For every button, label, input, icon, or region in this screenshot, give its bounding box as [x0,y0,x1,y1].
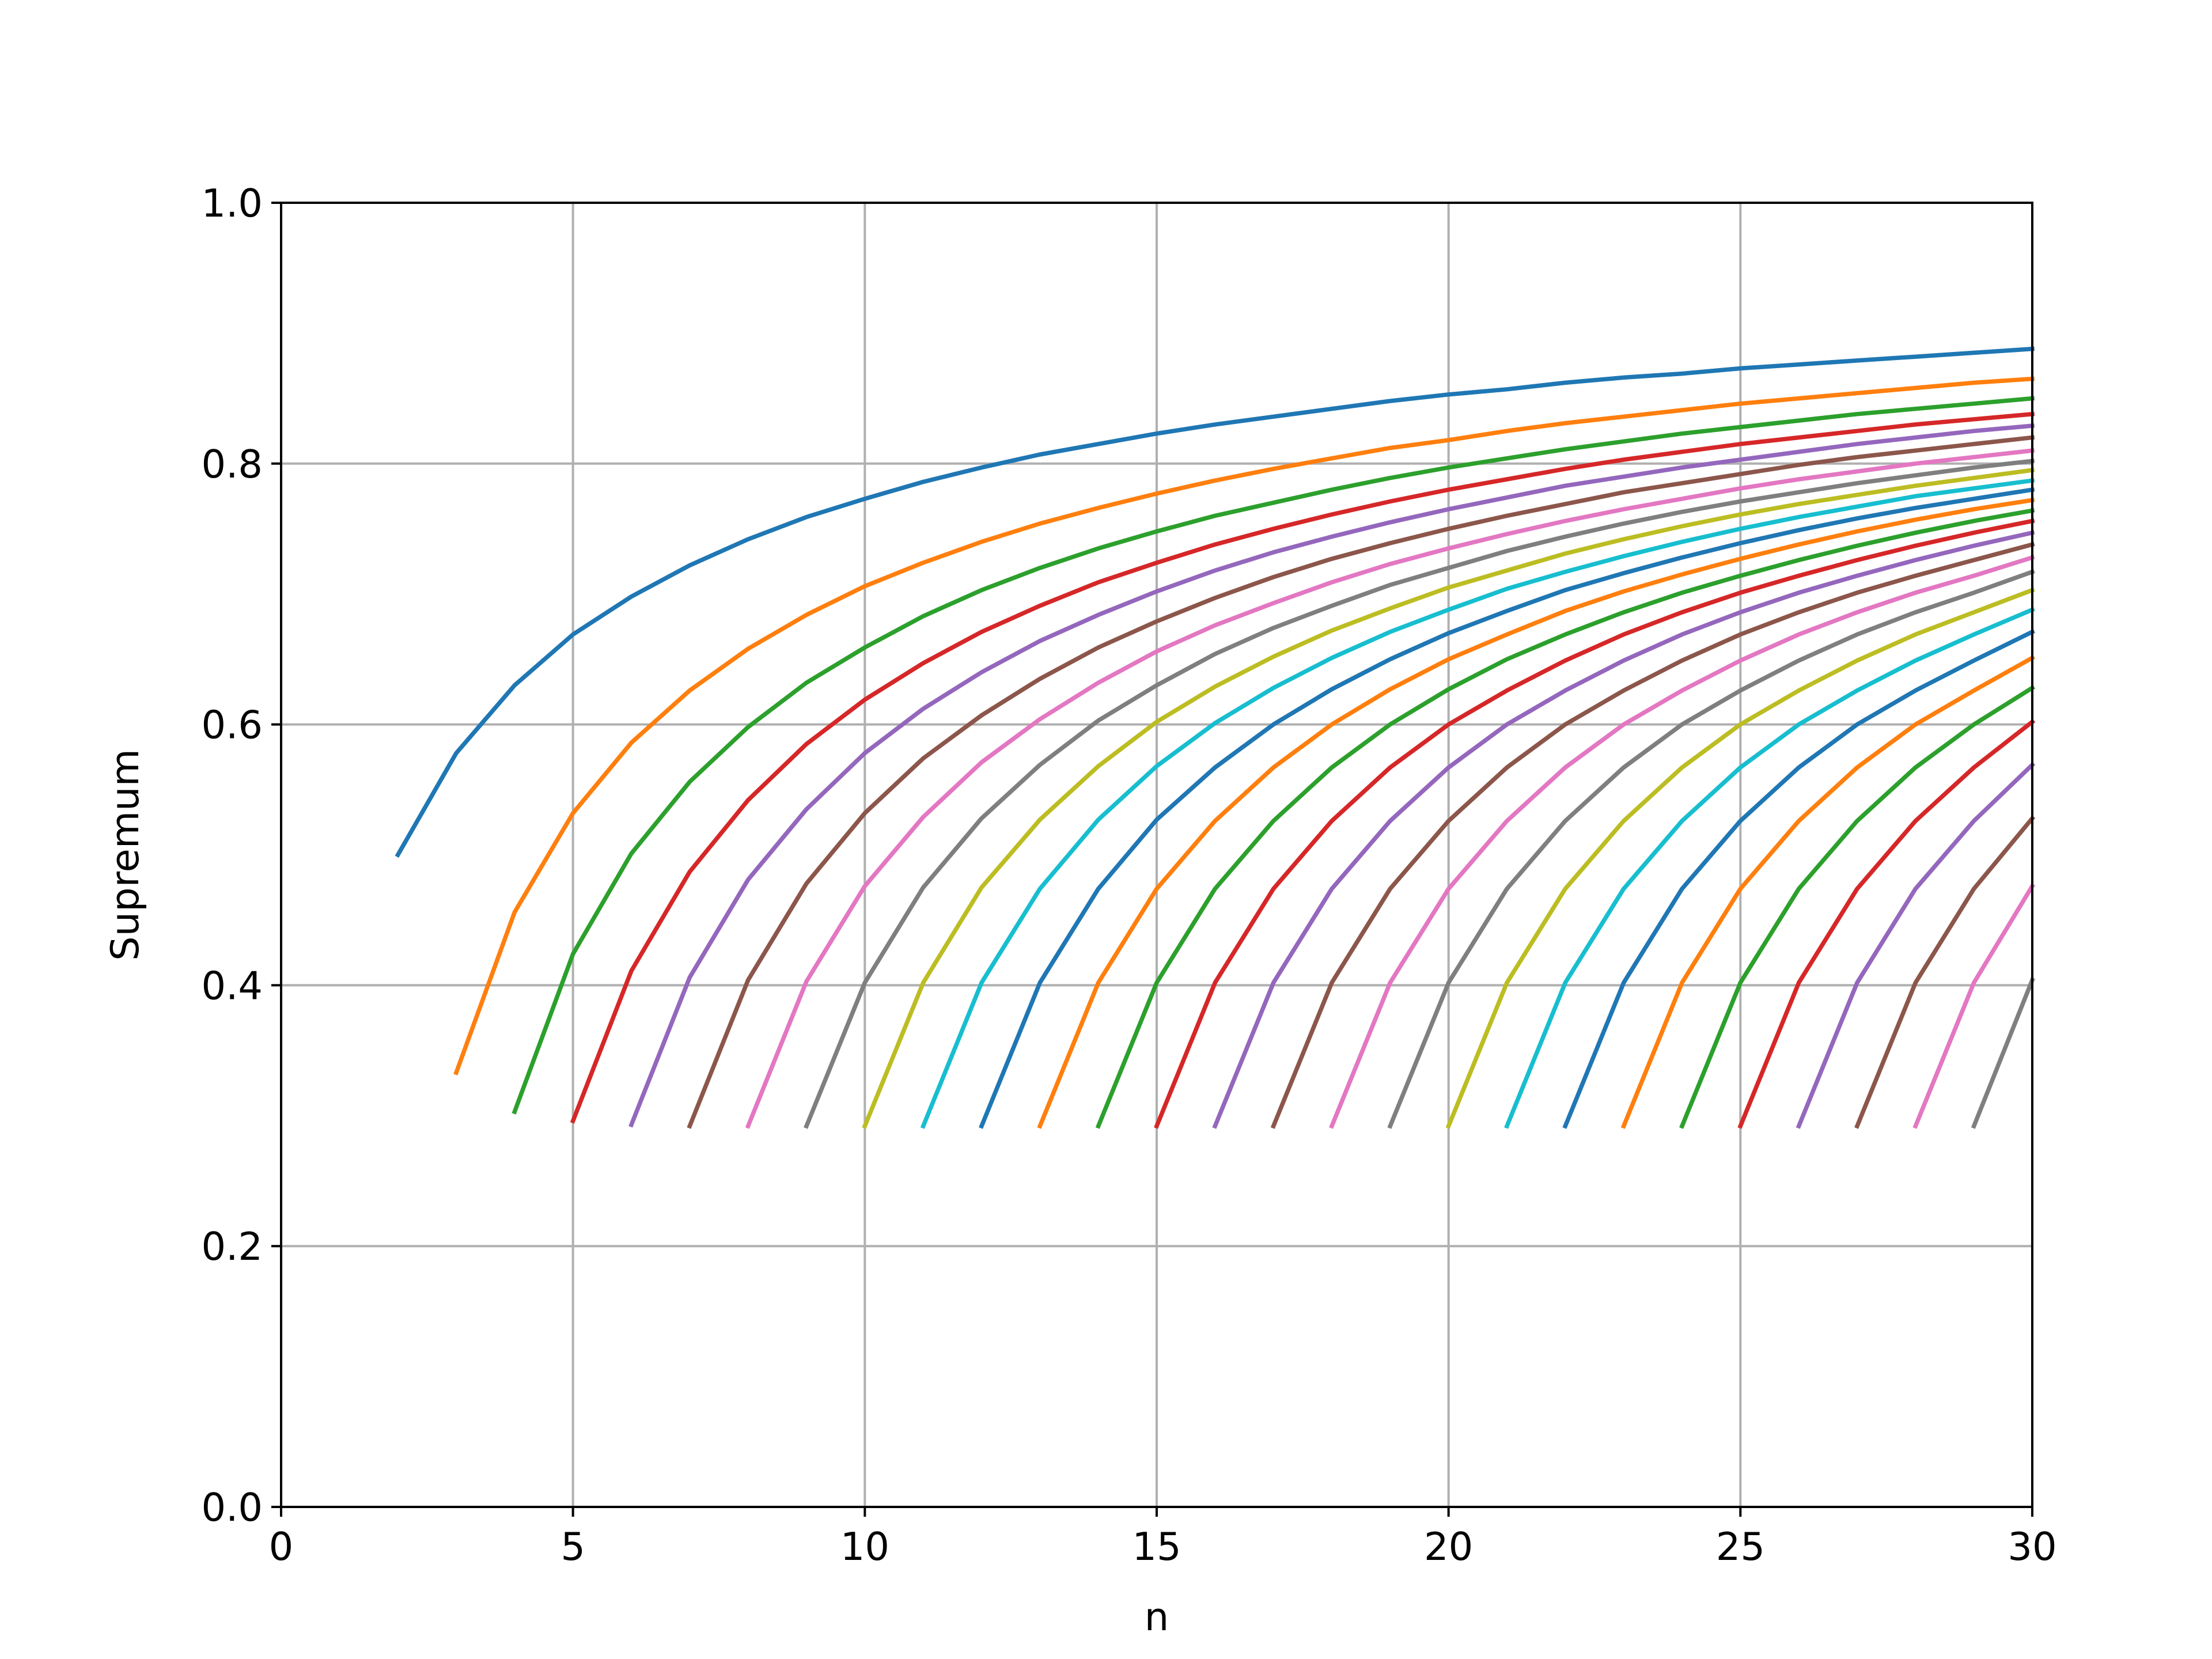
y-tick-label-5: 1.0 [201,181,263,226]
y-axis-label: Supremum [103,749,147,961]
y-tick-label-4: 0.8 [201,442,263,487]
series-line-9 [862,467,2035,1129]
y-tick-label-1: 0.2 [201,1224,263,1269]
series-line-7 [745,448,2035,1129]
x-tick-label-0: 0 [269,1524,294,1569]
y-tick-label-2: 0.4 [201,963,263,1008]
y-tick-label-3: 0.6 [201,703,263,748]
series-line-11 [979,487,2035,1129]
series-line-8 [804,459,2035,1129]
series-line-13 [1095,507,2035,1129]
series-line-18 [1387,569,2035,1129]
series-line-27 [1912,883,2036,1129]
y-tick-label-0: 0.0 [201,1485,263,1530]
series-line-5 [628,423,2035,1128]
series-layer [395,346,2036,1129]
series-line-22 [1620,654,2036,1129]
series-line-26 [1854,815,2036,1129]
series-line-24 [1737,718,2036,1129]
series-line-14 [1154,518,2035,1129]
series-line-12 [1037,497,2035,1129]
x-tick-label-3: 15 [1132,1524,1181,1569]
series-line-21 [1562,628,2036,1129]
x-tick-label-2: 10 [840,1524,889,1569]
series-line-19 [1445,587,2035,1129]
series-line-3 [512,396,2035,1115]
series-line-2 [453,376,2035,1075]
x-axis-ticks: 0 5 10 15 20 25 30 [269,1507,2057,1569]
series-line-17 [1329,555,2035,1129]
x-tick-label-5: 25 [1716,1524,1765,1569]
series-line-16 [1270,541,2035,1129]
series-line-25 [1796,762,2036,1129]
series-line-1 [395,346,2035,858]
x-tick-label-4: 20 [1424,1524,1473,1569]
series-line-15 [1212,530,2035,1129]
series-line-23 [1679,685,2036,1129]
series-line-10 [920,478,2035,1129]
series-line-28 [1971,977,2035,1129]
x-tick-label-1: 5 [560,1524,585,1569]
x-tick-label-6: 30 [2008,1524,2056,1569]
y-axis-ticks: 0.0 0.2 0.4 0.6 0.8 1.0 [201,181,281,1530]
series-line-4 [570,411,2035,1124]
x-axis-label: n [1145,1594,1169,1639]
series-line-20 [1504,607,2035,1129]
series-line-6 [687,435,2035,1129]
